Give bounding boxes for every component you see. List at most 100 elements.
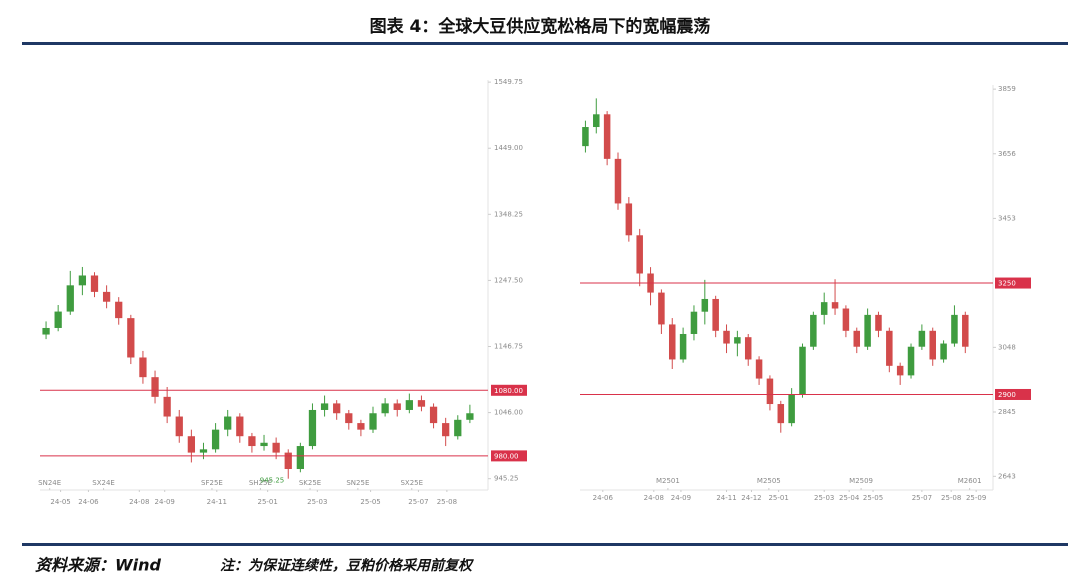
- candle-body: [211, 429, 220, 450]
- candle-body: [679, 333, 687, 360]
- candle-body: [42, 327, 50, 335]
- y-tick-label: 1247.50: [494, 276, 523, 284]
- candle-body: [248, 436, 256, 447]
- contract-label: SF25E: [201, 479, 223, 487]
- candle-body: [199, 449, 208, 453]
- contract-label: M2501: [656, 477, 680, 485]
- x-tick-label: 25-03: [307, 498, 327, 506]
- contract-label: SK25E: [299, 479, 321, 487]
- bottom-rule: [22, 543, 1068, 546]
- candle-body: [636, 235, 643, 274]
- x-tick-label: 25-01: [257, 498, 277, 506]
- reference-label-box: [995, 388, 1031, 400]
- x-tick-label: 25-05: [863, 494, 883, 502]
- candle-body: [308, 409, 317, 447]
- candle-body: [875, 314, 882, 331]
- candle-body: [78, 275, 87, 286]
- source: 资料来源：Wind: [35, 556, 162, 575]
- y-tick-label: 945.25: [494, 475, 519, 483]
- top-rule: [22, 42, 1068, 45]
- candle-body: [90, 275, 99, 292]
- candle-body: [102, 291, 111, 302]
- candle-body: [896, 365, 904, 376]
- candle-body: [417, 400, 426, 407]
- x-tick-label: 24-06: [78, 498, 99, 506]
- y-tick-label: 2845: [998, 408, 1016, 416]
- candle-body: [296, 446, 304, 470]
- candle-body: [962, 314, 969, 347]
- candle-body: [393, 403, 401, 410]
- candle-body: [224, 416, 232, 430]
- x-tick-label: 25-01: [768, 494, 788, 502]
- candle-body: [951, 314, 958, 344]
- candle-body: [712, 298, 719, 331]
- x-tick-label: 24-09: [671, 494, 691, 502]
- reference-label: 1080.00: [494, 387, 523, 395]
- low-annotation: 945.25: [260, 477, 285, 485]
- candle-body: [320, 403, 329, 410]
- x-tick-label: 24-06: [593, 494, 614, 502]
- candle-body: [357, 423, 365, 430]
- reference-label-box: [491, 384, 527, 396]
- candle-body: [701, 298, 709, 312]
- y-tick-label: 3453: [998, 214, 1016, 222]
- candle-body: [333, 403, 341, 414]
- candle-body: [66, 285, 74, 312]
- candle-body: [918, 330, 926, 347]
- candle-body: [272, 442, 280, 453]
- y-tick-label: 1046.00: [494, 409, 523, 417]
- candle-body: [799, 346, 806, 395]
- contract-label: SX25E: [400, 479, 423, 487]
- candle-body: [788, 394, 795, 424]
- candle-body: [940, 343, 947, 360]
- candle-body: [454, 419, 462, 437]
- candle-body: [886, 330, 893, 366]
- x-tick-label: 24-08: [644, 494, 664, 502]
- candle-body: [734, 337, 741, 344]
- y-tick-label: 1449.00: [494, 144, 523, 152]
- x-tick-label: 24-11: [207, 498, 227, 506]
- candle-body: [260, 442, 268, 447]
- candle-body: [175, 416, 183, 437]
- candle-body: [668, 324, 676, 360]
- figure-title: 图表 4：全球大豆供应宽松格局下的宽幅震荡: [370, 16, 711, 37]
- candle-body: [723, 330, 730, 344]
- reference-label-box: [995, 277, 1031, 289]
- candle-body: [187, 436, 196, 453]
- candle-body: [744, 337, 752, 360]
- candle-body: [766, 378, 774, 405]
- y-tick-label: 1146.75: [494, 343, 523, 351]
- candle-body: [777, 404, 785, 424]
- y-tick-label: 2643: [998, 472, 1016, 480]
- y-tick-label: 3859: [998, 85, 1016, 93]
- candle-body: [831, 302, 839, 309]
- contract-label: M2505: [757, 477, 781, 485]
- candle-body: [582, 127, 589, 147]
- contract-label: M2601: [958, 477, 982, 485]
- x-tick-label: 25-04: [839, 494, 860, 502]
- candle-body: [929, 330, 936, 360]
- candle-body: [658, 292, 665, 325]
- x-tick-label: 25-08: [437, 498, 457, 506]
- y-tick-label: 3656: [998, 150, 1016, 158]
- candle-body: [614, 158, 622, 204]
- candle-body: [625, 203, 633, 236]
- x-tick-label: 25-05: [360, 498, 380, 506]
- x-tick-label: 25-09: [966, 494, 986, 502]
- candle-body: [236, 416, 244, 437]
- y-tick-label: 1348.25: [494, 210, 523, 218]
- candle-body: [842, 308, 850, 331]
- contract-label: SN24E: [38, 479, 61, 487]
- x-tick-label: 24-05: [50, 498, 70, 506]
- candle-body: [442, 423, 450, 437]
- contract-label: SX24E: [92, 479, 115, 487]
- x-tick-label: 24-09: [155, 498, 175, 506]
- candle-body: [139, 357, 147, 378]
- candle-body: [429, 406, 438, 424]
- x-tick-label: 25-03: [814, 494, 834, 502]
- candle-body: [810, 314, 817, 347]
- candle-body: [163, 396, 171, 417]
- candle-body: [755, 359, 763, 379]
- candle-body: [466, 413, 474, 420]
